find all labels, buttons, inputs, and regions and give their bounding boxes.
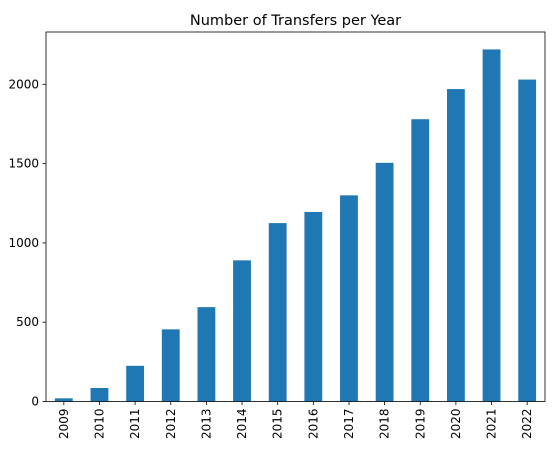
x-tick-label: 2012	[164, 409, 178, 440]
x-tick-label: 2018	[378, 409, 392, 440]
x-tick-label: 2022	[520, 409, 534, 440]
x-tick-label: 2011	[128, 409, 142, 440]
bar-2009	[54, 398, 73, 402]
plot-frame	[45, 31, 546, 402]
bar-2014	[233, 260, 251, 402]
bar-2015	[268, 223, 287, 402]
x-tick-label: 2010	[92, 409, 106, 440]
plot-area	[54, 49, 537, 402]
bar-2017	[340, 195, 358, 402]
y-tick-label: 2000	[8, 77, 39, 91]
x-tick-label: 2015	[271, 409, 285, 440]
bar-2010	[90, 388, 109, 402]
x-tick-label: 2019	[413, 409, 427, 440]
bar-2021	[482, 49, 501, 402]
y-tick-label: 0	[31, 395, 39, 409]
bar-2022	[518, 79, 537, 402]
x-tick-label: 2009	[57, 409, 71, 440]
y-tick-label: 1500	[8, 157, 39, 171]
x-tick-label: 2014	[235, 409, 249, 440]
bar-2013	[197, 307, 216, 402]
y-axis: 0 500 1000 1500 2000	[8, 77, 46, 409]
chart-title: Number of Transfers per Year	[190, 13, 401, 29]
x-axis: 2009 2010 2011 2012 2013 2014 2015 2016 2017 2018…	[57, 401, 534, 440]
x-tick-label: 2016	[306, 409, 320, 440]
x-tick-label: 2020	[449, 409, 463, 440]
bar-2018	[375, 162, 394, 402]
y-tick-label: 1000	[8, 236, 39, 250]
bar-2011	[126, 365, 145, 402]
bar-2012	[161, 329, 180, 402]
x-tick-label: 2021	[485, 409, 499, 440]
bar-2019	[411, 119, 430, 402]
bar-2016	[304, 211, 323, 402]
x-tick-label: 2013	[199, 409, 213, 440]
y-tick-label: 500	[16, 315, 39, 329]
bar-2020	[446, 89, 465, 402]
x-tick-label: 2017	[342, 409, 356, 440]
